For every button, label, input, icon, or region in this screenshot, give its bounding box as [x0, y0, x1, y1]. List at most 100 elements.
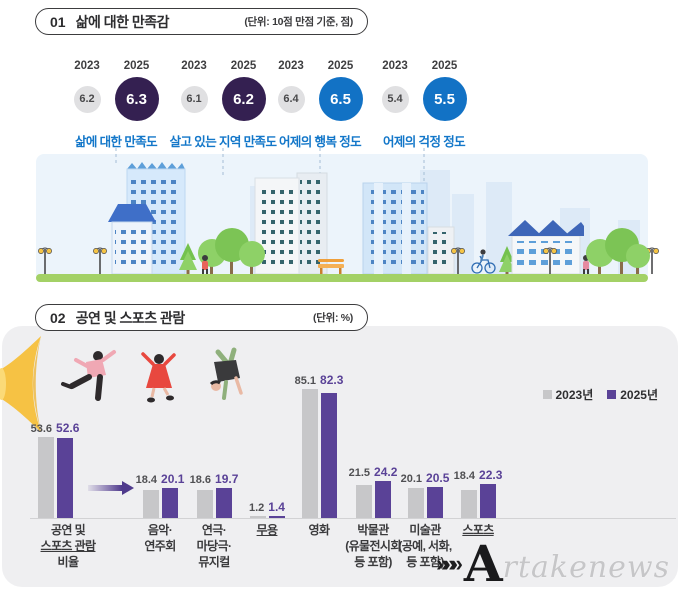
bar-group: 1.2 1.4 [235, 500, 299, 518]
chart-axis-line [30, 518, 676, 519]
bar-value-labels: 18.4 20.1 [136, 472, 185, 486]
category-label: 미술관 (공예, 서화, 등 포함) [377, 523, 473, 570]
value-2025: 22.3 [479, 468, 503, 482]
bar-pair [249, 516, 285, 518]
value-2025: 82.3 [320, 373, 344, 387]
section1-unit-note: (단위: 10점 만점 기준, 점) [244, 16, 353, 28]
satisfaction-group: 2023 2025 6.1 6.2 살고 있는 지역 만족도 [168, 60, 278, 150]
satisfaction-label: 삶에 대한 만족도 [74, 135, 158, 149]
category-label: 연극· 마당극· 뮤지컬 [166, 523, 262, 570]
section1-header: 01 삶에 대한 만족감 (단위: 10점 만점 기준, 점) [35, 8, 368, 35]
cityscape-illustration [36, 148, 659, 282]
bar-value-labels: 85.1 82.3 [295, 373, 344, 387]
value-2023: 20.1 [400, 473, 423, 485]
category-label-line: 등 포함) [406, 554, 444, 569]
value-2023: 18.6 [189, 474, 212, 486]
year-prev-label: 2023 [74, 60, 100, 72]
category-label-line: 마당극· [196, 538, 232, 553]
dancer-red-dress [141, 352, 176, 403]
category-label: 박물관 (유물전시회 등 포함) [325, 523, 421, 570]
category-label: 음악· 연주회 [112, 523, 208, 555]
value-2025: 20.1 [161, 472, 185, 486]
bar-2025 [320, 393, 337, 518]
bar-group: 21.5 24.2 [341, 465, 405, 518]
megaphone-icon [0, 336, 41, 432]
bar-pair [301, 389, 337, 518]
dancer-handstand [209, 347, 243, 400]
bar-pair [196, 488, 232, 518]
year-curr-label: 2025 [230, 60, 257, 72]
category-label: 영화 [271, 523, 367, 539]
year-curr-label: 2025 [431, 60, 458, 72]
bar-group: 85.1 82.3 [287, 373, 351, 518]
value-2023: 1.2 [249, 502, 265, 514]
bar-2025 [161, 488, 178, 518]
bar-pair [142, 488, 178, 518]
category-label-line: 미술관 [409, 523, 441, 537]
bar-2023 [37, 437, 54, 518]
category-label-line: 무용 [256, 523, 278, 537]
watermark-chevrons: »»» [436, 551, 463, 576]
bar-value-labels: 20.1 20.5 [401, 471, 450, 485]
value-2025: 24.2 [374, 465, 398, 479]
curr-value-circle: 6.3 [114, 77, 159, 121]
year-prev-label: 2023 [181, 60, 207, 72]
satisfaction-group: 2023 2025 6.4 6.5 어제의 행복 정도 [265, 60, 375, 150]
satisfaction-label: 어제의 걱정 정도 [382, 135, 466, 149]
curr-value-circle: 5.5 [422, 77, 467, 121]
year-labels: 2023 2025 [181, 60, 266, 72]
year-labels: 2023 2025 [382, 60, 467, 72]
bar-2025 [56, 438, 73, 518]
satisfaction-label: 살고 있는 지역 만족도 [169, 135, 277, 149]
bar-2023 [460, 490, 477, 518]
category-label: 공연 및 스포츠 관람 비율 [20, 523, 116, 570]
category-label-line: 비율 [57, 554, 79, 569]
bar-2025 [374, 481, 391, 518]
prev-value-circle: 5.4 [381, 85, 409, 113]
legend-label: 2023년 [555, 388, 594, 402]
bar-2025 [426, 487, 443, 518]
bar-2023 [142, 490, 159, 518]
legend-item: 2025년 [607, 386, 658, 403]
section2-number: 02 [50, 309, 66, 326]
category-label-line: 등 포함) [354, 554, 392, 569]
value-2023: 18.4 [135, 474, 158, 486]
category-label-line: 연극· [201, 523, 227, 537]
satisfaction-label: 어제의 행복 정도 [278, 135, 362, 149]
dancer-pink [61, 350, 116, 401]
category-label-line: 스포츠 [462, 523, 494, 537]
legend-label: 2025년 [620, 388, 658, 402]
bar-group: 20.1 20.5 [393, 471, 457, 518]
bar-2023 [355, 485, 372, 518]
bar-2025 [215, 488, 232, 518]
legend-swatch [607, 390, 617, 399]
section2-unit-note: (단위: %) [313, 312, 353, 324]
bar-2025 [479, 484, 496, 518]
curr-value-circle: 6.2 [221, 77, 266, 121]
category-label-line: 음악· [147, 523, 173, 537]
value-2023: 85.1 [294, 375, 317, 387]
category-label-line: 연주회 [144, 538, 176, 553]
watermark-initial: A [463, 533, 503, 589]
chart-legend: 2023년 2025년 [542, 386, 658, 403]
legend-swatch [542, 390, 552, 399]
value-2023: 53.6 [30, 423, 53, 435]
section2-panel-background [2, 326, 678, 587]
prev-value-circle: 6.1 [180, 85, 208, 113]
bar-group: 18.4 22.3 [446, 468, 510, 518]
section2-header: 02 공연 및 스포츠 관람 (단위: %) [35, 304, 368, 331]
bar-group: 18.6 19.7 [182, 472, 246, 518]
bar-group: 18.4 20.1 [128, 472, 192, 518]
category-label-line: 뮤지컬 [198, 554, 230, 569]
bar-group: 53.6 52.6 [23, 421, 87, 518]
bar-2023 [196, 490, 213, 518]
prev-value-circle: 6.4 [277, 85, 305, 113]
value-2025: 20.5 [426, 471, 450, 485]
bar-pair [407, 487, 443, 518]
bar-2023 [301, 389, 318, 518]
value-circles: 5.4 5.5 [381, 77, 467, 121]
value-circles: 6.4 6.5 [277, 77, 363, 121]
satisfaction-group: 2023 2025 6.2 6.3 삶에 대한 만족도 [61, 60, 171, 150]
value-2023: 21.5 [348, 467, 371, 479]
arrow-right-icon [88, 481, 134, 495]
